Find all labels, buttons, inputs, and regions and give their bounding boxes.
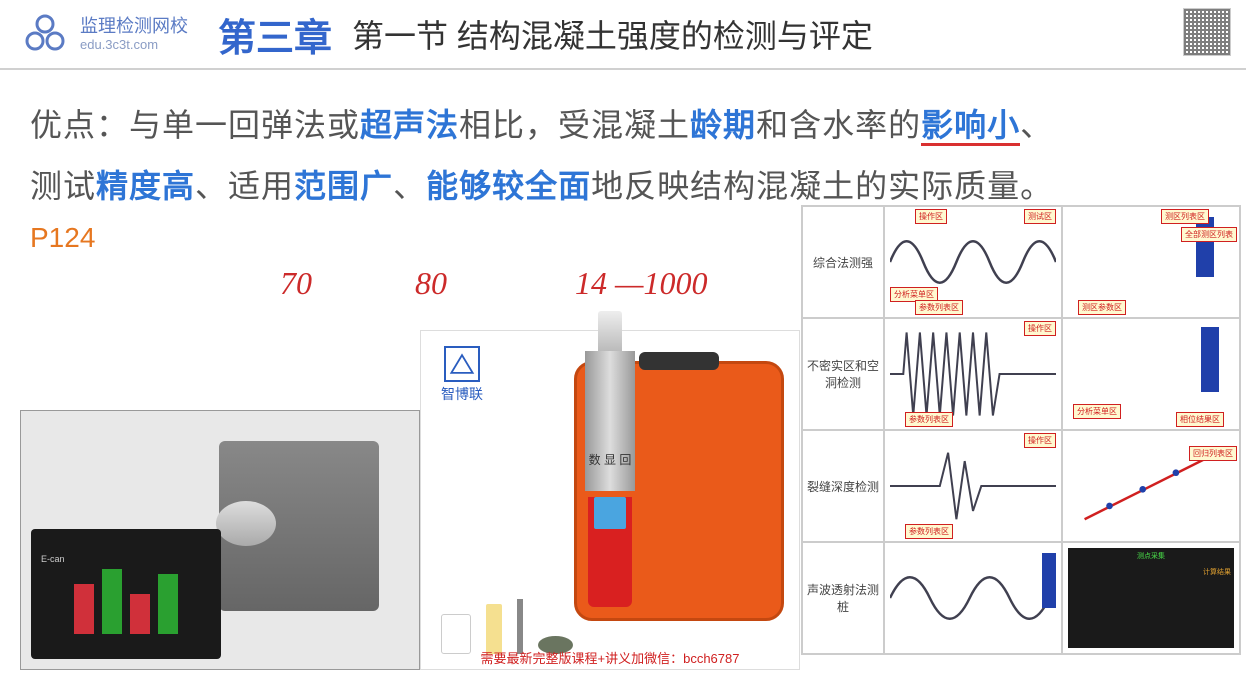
accessories bbox=[441, 599, 573, 654]
ultrasonic-device-photo: E-can bbox=[20, 410, 420, 670]
hammer-screen bbox=[594, 497, 626, 529]
t8: 地反映结构混凝土的实际质量。 bbox=[591, 168, 1053, 204]
grid-wave-1b: 分析菜单区 相位结果区 bbox=[1063, 319, 1239, 429]
grid-wave-3a bbox=[885, 543, 1061, 653]
footer-contact: 需要最新完整版课程+讲义加微信：bcch6787 bbox=[481, 648, 740, 667]
grid-label-2: 裂缝深度检测 bbox=[803, 431, 883, 541]
zbl-logo-icon bbox=[444, 346, 480, 382]
grid-wave-1a: 操作区 参数列表区 bbox=[885, 319, 1061, 429]
grid-label-3: 声波透射法测桩 bbox=[803, 543, 883, 653]
battery-icon bbox=[486, 604, 502, 654]
brand-name: 监理检测网校 bbox=[80, 16, 188, 38]
section-title: 第一节 结构混凝土强度的检测与评定 bbox=[352, 11, 873, 57]
t7: 、 bbox=[393, 168, 426, 204]
grid-wave-3b: 测点采集 计算结果 bbox=[1063, 543, 1239, 653]
bar-2 bbox=[102, 569, 122, 634]
brand-block: 监理检测网校 edu.3c3t.com bbox=[80, 16, 188, 53]
header: 监理检测网校 edu.3c3t.com 第三章 第一节 结构混凝土强度的检测与评… bbox=[0, 0, 1246, 70]
grid-wave-2b: 回归列表区 bbox=[1063, 431, 1239, 541]
charger-icon bbox=[441, 614, 471, 654]
device-brand: E-can bbox=[41, 554, 211, 564]
logo-icon bbox=[20, 9, 70, 59]
probe-icon bbox=[216, 501, 276, 546]
t1: 优点：与单一回弹法或 bbox=[30, 107, 360, 143]
h5: 范围广 bbox=[294, 168, 393, 204]
h2: 龄期 bbox=[690, 107, 756, 143]
chapter-title: 第三章 bbox=[218, 7, 332, 62]
handwrite-80: 80 bbox=[415, 265, 447, 302]
t3: 和含水率的 bbox=[756, 107, 921, 143]
h4: 精度高 bbox=[96, 168, 195, 204]
hammer-body: 数 显 回 bbox=[585, 351, 635, 491]
handwrite-range1: 14 —1000 bbox=[575, 265, 707, 302]
bar-3 bbox=[130, 594, 150, 634]
hammer-handle bbox=[588, 497, 632, 607]
handwrite-70: 70 bbox=[280, 265, 312, 302]
brand-url: edu.3c3t.com bbox=[80, 37, 188, 52]
case-handle bbox=[639, 352, 719, 370]
device-screen: E-can bbox=[31, 529, 221, 659]
stylus-icon bbox=[517, 599, 523, 654]
h6: 能够较全面 bbox=[426, 168, 591, 204]
bar-display bbox=[41, 564, 211, 634]
t2: 相比，受混凝土 bbox=[459, 107, 690, 143]
text-line-1: 优点：与单一回弹法或超声法相比，受混凝土龄期和含水率的影响小、 bbox=[30, 95, 1216, 156]
grid-wave-2a: 操作区 参数列表区 bbox=[885, 431, 1061, 541]
grid-wave-0a: 操作区 测试区 分析菜单区 参数列表区 bbox=[885, 207, 1061, 317]
h1: 超声法 bbox=[360, 107, 459, 143]
grid-wave-0b: 测区列表区 测区参数区 全部测区列表 bbox=[1063, 207, 1239, 317]
hammer-tip bbox=[598, 311, 622, 351]
hammer-label: 数 显 回 bbox=[585, 351, 635, 468]
bar-1 bbox=[74, 584, 94, 634]
dark-panel: 测点采集 计算结果 bbox=[1068, 548, 1234, 648]
bar-4 bbox=[158, 574, 178, 634]
grid-label-0: 综合法测强 bbox=[803, 207, 883, 317]
t6: 、适用 bbox=[195, 168, 294, 204]
t4: 、 bbox=[1020, 107, 1053, 143]
zbl-logo: 智博联 bbox=[441, 346, 483, 404]
h3: 影响小 bbox=[921, 107, 1020, 143]
software-screenshots-grid: 综合法测强 操作区 测试区 分析菜单区 参数列表区 测区列表区 测区参数区 全部… bbox=[801, 205, 1241, 655]
rebound-hammer-product: 智博联 数 显 回 需要最新完整版课程+讲义加微信：bcch6787 bbox=[420, 330, 800, 670]
t5: 测试 bbox=[30, 168, 96, 204]
grid-label-1: 不密实区和空洞检测 bbox=[803, 319, 883, 429]
rebound-hammer: 数 显 回 bbox=[585, 311, 635, 601]
zbl-brand-name: 智博联 bbox=[441, 386, 483, 402]
qr-code bbox=[1183, 8, 1231, 56]
